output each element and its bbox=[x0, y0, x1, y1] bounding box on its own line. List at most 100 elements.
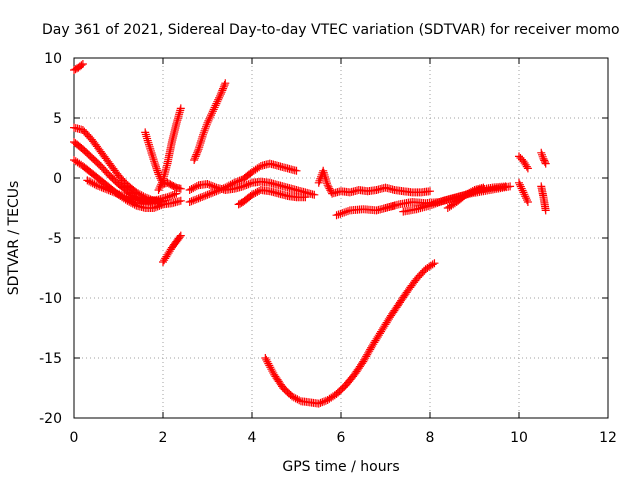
data-point-interp bbox=[205, 180, 214, 189]
data-point-interp bbox=[155, 201, 164, 210]
data-point-interp bbox=[315, 176, 324, 185]
data-layer bbox=[70, 60, 550, 408]
data-point-interp bbox=[202, 122, 211, 131]
data-point-interp bbox=[207, 181, 216, 190]
data-point-interp bbox=[340, 208, 349, 217]
data-point-interp bbox=[538, 152, 547, 161]
data-point bbox=[301, 193, 310, 202]
data-point bbox=[83, 176, 92, 185]
data-point-interp bbox=[224, 181, 233, 190]
data-point-interp bbox=[520, 190, 529, 199]
y-tick-label: -15 bbox=[39, 351, 62, 367]
data-point-interp bbox=[170, 190, 179, 199]
data-point-interp bbox=[215, 185, 224, 194]
data-point-interp bbox=[262, 355, 271, 364]
data-point-interp bbox=[128, 199, 137, 208]
data-point-interp bbox=[187, 197, 196, 206]
data-point-interp bbox=[215, 93, 224, 102]
data-point-interp bbox=[165, 192, 174, 201]
data-point bbox=[319, 166, 328, 175]
data-point bbox=[159, 200, 167, 209]
data-point bbox=[141, 128, 150, 137]
data-point-interp bbox=[214, 186, 223, 195]
data-point-interp bbox=[255, 163, 264, 172]
data-point-interp bbox=[293, 395, 302, 404]
data-point bbox=[194, 145, 203, 154]
data-point-interp bbox=[207, 111, 216, 120]
data-point-interp bbox=[291, 394, 300, 403]
data-point-interp bbox=[516, 182, 525, 191]
y-tick-label: -10 bbox=[39, 291, 62, 307]
data-point-interp bbox=[429, 200, 438, 209]
data-point-interp bbox=[210, 187, 219, 196]
data-point bbox=[359, 357, 368, 366]
x-tick-label: 4 bbox=[248, 430, 257, 446]
data-point-interp bbox=[155, 184, 164, 193]
data-point-interp bbox=[157, 180, 166, 189]
data-point-interp bbox=[86, 178, 95, 187]
x-tick-label: 12 bbox=[599, 430, 617, 446]
data-point-interp bbox=[193, 148, 202, 157]
data-point bbox=[185, 186, 194, 194]
data-point-interp bbox=[233, 177, 242, 186]
data-point-interp bbox=[167, 191, 176, 200]
data-point-interp bbox=[518, 186, 527, 195]
data-point bbox=[426, 187, 434, 196]
data-point-interp bbox=[99, 184, 108, 193]
data-point-interp bbox=[209, 105, 218, 114]
data-point-interp bbox=[431, 199, 440, 208]
data-point-interp bbox=[214, 95, 223, 104]
data-point-interp bbox=[111, 189, 120, 198]
data-point-interp bbox=[151, 203, 160, 212]
data-point bbox=[506, 182, 515, 191]
data-point bbox=[261, 354, 270, 362]
data-point bbox=[248, 190, 256, 199]
data-point-interp bbox=[316, 398, 325, 407]
data-point bbox=[212, 99, 221, 108]
data-point-interp bbox=[249, 189, 258, 198]
data-point-interp bbox=[206, 113, 215, 122]
data-point bbox=[479, 183, 488, 192]
data-point-interp bbox=[201, 191, 210, 200]
data-point bbox=[154, 186, 163, 194]
data-point bbox=[426, 201, 434, 210]
data-point-interp bbox=[226, 180, 235, 189]
data-point-interp bbox=[148, 151, 157, 160]
data-point bbox=[207, 109, 216, 118]
data-point-interp bbox=[202, 120, 211, 129]
y-tick-label: 5 bbox=[53, 111, 62, 127]
data-point-interp bbox=[189, 184, 198, 193]
data-point-interp bbox=[366, 345, 375, 354]
data-point-interp bbox=[102, 185, 111, 194]
data-point-interp bbox=[319, 168, 328, 177]
data-point-interp bbox=[210, 103, 219, 112]
x-axis-title: GPS time / hours bbox=[282, 459, 399, 475]
data-point-interp bbox=[90, 180, 99, 189]
data-point-interp bbox=[88, 179, 97, 188]
y-tick-label: -5 bbox=[48, 231, 62, 247]
data-point bbox=[314, 178, 323, 187]
data-point-interp bbox=[320, 397, 329, 406]
data-point-interp bbox=[146, 146, 155, 155]
data-point bbox=[221, 183, 230, 192]
data-point-interp bbox=[147, 148, 156, 157]
data-point-interp bbox=[537, 150, 546, 159]
data-point bbox=[176, 104, 185, 113]
data-point-interp bbox=[268, 367, 277, 376]
data-point-interp bbox=[195, 143, 204, 152]
data-point-interp bbox=[217, 185, 226, 194]
data-point bbox=[110, 188, 119, 197]
data-point bbox=[203, 118, 212, 127]
data-point bbox=[310, 190, 319, 199]
x-tick-label: 2 bbox=[159, 430, 168, 446]
data-point-interp bbox=[106, 186, 115, 195]
data-point-interp bbox=[323, 179, 332, 188]
data-point bbox=[314, 399, 323, 408]
data-point-interp bbox=[215, 91, 224, 100]
data-point-interp bbox=[515, 180, 524, 189]
data-point-interp bbox=[198, 132, 207, 141]
data-point-interp bbox=[197, 136, 206, 145]
data-point-interp bbox=[196, 139, 205, 148]
